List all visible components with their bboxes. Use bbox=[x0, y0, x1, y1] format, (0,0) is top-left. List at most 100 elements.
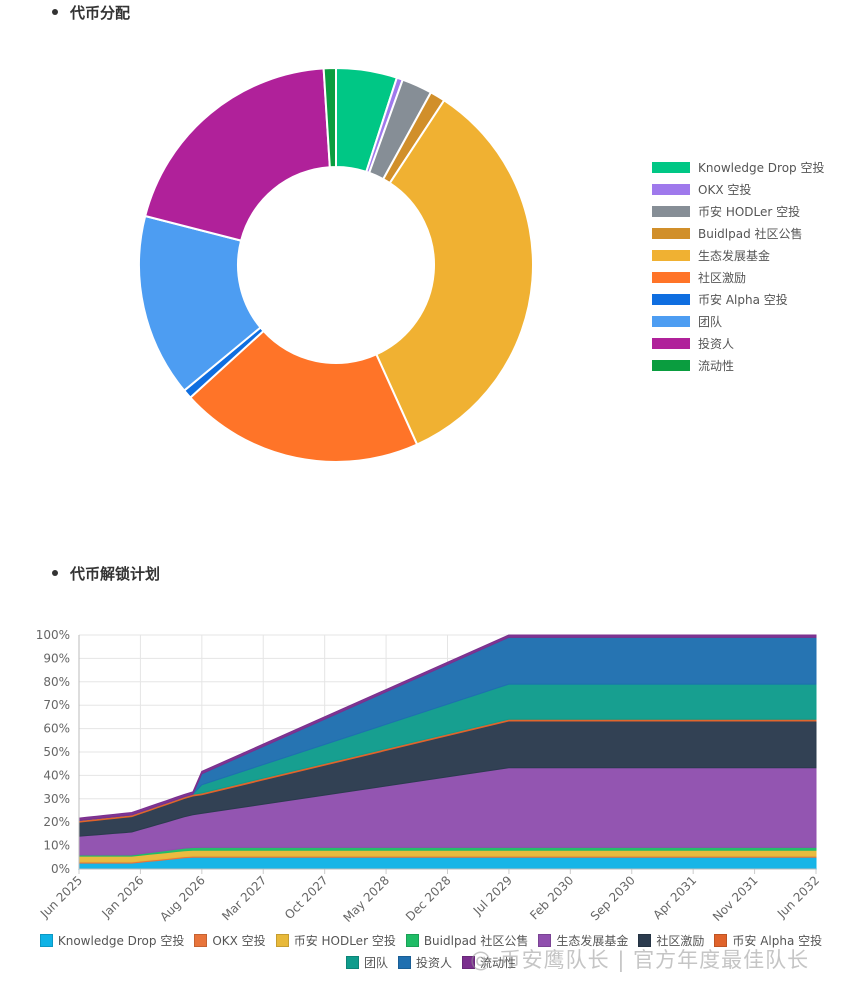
legend-label: 币安 Alpha 空投 bbox=[698, 292, 788, 307]
doughnut-legend-item[interactable]: 币安 Alpha 空投 bbox=[652, 288, 824, 310]
area-legend: Knowledge Drop 空投 OKX 空投 币安 HODLer 空投 Buidl… bbox=[0, 929, 862, 973]
distribution-section-title: 代币分配 bbox=[52, 2, 130, 23]
legend-swatch bbox=[638, 933, 652, 947]
legend-swatch bbox=[345, 955, 359, 969]
legend-swatch bbox=[652, 249, 690, 261]
bullet-icon bbox=[52, 8, 58, 15]
legend-swatch bbox=[652, 271, 690, 283]
distribution-title: 代币分配 bbox=[70, 4, 131, 22]
x-tick-label: Aug 2026 bbox=[157, 873, 208, 924]
doughnut-legend-item[interactable]: Buidlpad 社区公售 bbox=[652, 222, 824, 244]
legend-label: 投资人 bbox=[698, 336, 735, 351]
y-tick-label: 60% bbox=[43, 722, 70, 736]
y-tick-label: 90% bbox=[43, 651, 70, 665]
doughnut-legend-item[interactable]: Knowledge Drop 空投 bbox=[652, 156, 824, 178]
area-legend-item[interactable]: Knowledge Drop 空投 bbox=[39, 932, 185, 949]
legend-swatch bbox=[652, 183, 690, 195]
watermark: @ 币安鹰队长 | 官方年度最佳队长 bbox=[470, 948, 810, 972]
x-tick-label: Nov 2031 bbox=[710, 873, 761, 924]
legend-label: Buidlpad 社区公售 bbox=[423, 933, 529, 948]
legend-label: 社区激励 bbox=[656, 933, 705, 948]
area-legend-row: Knowledge Drop 空投 OKX 空投 币安 HODLer 空投 Buidl… bbox=[0, 929, 862, 951]
legend-label: OKX 空投 bbox=[212, 933, 266, 948]
doughnut-slice-4 bbox=[375, 98, 534, 446]
x-tick-label: Feb 2030 bbox=[527, 873, 576, 922]
x-tick-label: Jun 2032 bbox=[774, 873, 822, 921]
doughnut-legend-item[interactable]: 币安 HODLer 空投 bbox=[652, 200, 824, 222]
legend-label: 团队 bbox=[698, 314, 723, 329]
legend-swatch bbox=[652, 337, 690, 349]
legend-label: 社区激励 bbox=[698, 270, 747, 285]
legend-swatch bbox=[714, 933, 728, 947]
x-tick-label: Oct 2027 bbox=[282, 873, 331, 922]
stacked-area-chart: 0% 10% 20% 30% 40% 50% 60% 70% 80% 90% 100% Jun 202… bbox=[36, 628, 822, 925]
legend-swatch bbox=[652, 293, 690, 305]
area-series-9 bbox=[78, 634, 817, 822]
y-tick-label: 100% bbox=[36, 628, 70, 642]
doughnut-slice-8 bbox=[143, 67, 331, 242]
area-legend-item[interactable]: 社区激励 bbox=[638, 932, 704, 949]
unlock-section-title: 代币解锁计划 bbox=[52, 563, 160, 584]
doughnut-legend-item[interactable]: 团队 bbox=[652, 310, 824, 332]
legend-swatch bbox=[652, 161, 690, 173]
legend-label: Knowledge Drop 空投 bbox=[57, 933, 185, 948]
legend-swatch bbox=[194, 933, 208, 947]
legend-swatch bbox=[462, 955, 475, 969]
area-legend-item[interactable]: 币安 Alpha 空投 bbox=[714, 932, 822, 949]
legend-label: 团队 bbox=[363, 955, 388, 970]
legend-swatch bbox=[652, 205, 690, 217]
doughnut-slice-5 bbox=[188, 329, 419, 463]
legend-label: 流动性 bbox=[698, 358, 735, 373]
legend-swatch bbox=[275, 933, 289, 947]
doughnut-slice-9 bbox=[322, 66, 337, 169]
x-tick-label: Jul 2029 bbox=[470, 873, 515, 918]
y-tick-label: 0% bbox=[51, 862, 70, 876]
legend-swatch bbox=[538, 933, 552, 947]
legend-label: Knowledge Drop 空投 bbox=[698, 160, 825, 175]
legend-label: 流动性 bbox=[480, 955, 517, 970]
area-legend-item[interactable]: 生态发展基金 bbox=[538, 932, 628, 949]
x-tick-label: Apr 2031 bbox=[650, 873, 699, 922]
area-legend-row: 团队 投资人 流动性 bbox=[0, 951, 862, 973]
legend-label: 生态发展基金 bbox=[698, 248, 771, 263]
area-legend-item[interactable]: 投资人 bbox=[397, 954, 452, 971]
x-tick-label: May 2028 bbox=[340, 873, 392, 925]
y-tick-label: 50% bbox=[43, 745, 70, 759]
legend-label: 生态发展基金 bbox=[556, 933, 629, 948]
y-tick-label: 40% bbox=[43, 768, 70, 782]
area-legend-item[interactable]: 团队 bbox=[345, 954, 388, 971]
doughnut-legend: Knowledge Drop 空投 OKX 空投币安 HODLer 空投 Buidl… bbox=[652, 156, 824, 376]
legend-swatch bbox=[397, 955, 411, 969]
legend-label: Buidlpad 社区公售 bbox=[698, 226, 803, 241]
legend-swatch bbox=[652, 227, 690, 239]
doughnut-legend-item[interactable]: 生态发展基金 bbox=[652, 244, 824, 266]
y-tick-label: 70% bbox=[43, 698, 70, 712]
legend-label: 币安 Alpha 空投 bbox=[732, 933, 823, 948]
y-tick-label: 10% bbox=[43, 839, 70, 853]
bullet-icon bbox=[52, 569, 58, 576]
doughnut-legend-item[interactable]: 社区激励 bbox=[652, 266, 824, 288]
doughnut-legend-item[interactable]: OKX 空投 bbox=[652, 178, 824, 200]
legend-label: 投资人 bbox=[415, 955, 452, 970]
area-legend-item[interactable]: Buidlpad 社区公售 bbox=[405, 932, 529, 949]
area-legend-item[interactable]: OKX 空投 bbox=[194, 932, 266, 949]
legend-swatch bbox=[39, 933, 53, 947]
x-tick-label: Dec 2028 bbox=[403, 873, 454, 924]
area-legend-item[interactable]: 币安 HODLer 空投 bbox=[275, 932, 396, 949]
unlock-title: 代币解锁计划 bbox=[70, 565, 161, 583]
doughnut-legend-item[interactable]: 投资人 bbox=[652, 332, 824, 354]
y-tick-label: 20% bbox=[43, 815, 70, 829]
legend-swatch bbox=[405, 933, 419, 947]
y-tick-label: 30% bbox=[43, 792, 70, 806]
doughnut-chart bbox=[138, 66, 534, 463]
legend-swatch bbox=[652, 315, 690, 327]
legend-label: OKX 空投 bbox=[698, 182, 752, 197]
doughnut-legend-item[interactable]: 流动性 bbox=[652, 354, 824, 376]
x-tick-label: Jun 2025 bbox=[37, 873, 85, 921]
x-tick-label: Mar 2027 bbox=[219, 873, 269, 923]
legend-swatch bbox=[652, 359, 690, 371]
x-tick-label: Jan 2026 bbox=[99, 873, 147, 921]
y-tick-label: 80% bbox=[43, 675, 70, 689]
area-legend-item[interactable]: 流动性 bbox=[462, 954, 516, 971]
x-tick-label: Sep 2030 bbox=[588, 873, 638, 923]
